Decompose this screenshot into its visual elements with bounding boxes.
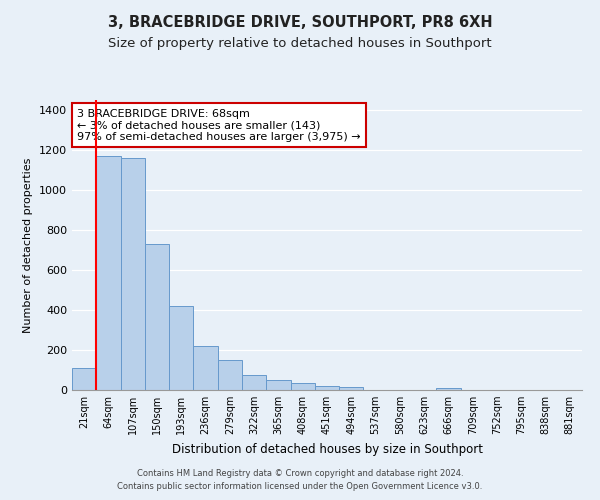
Text: 3 BRACEBRIDGE DRIVE: 68sqm
← 3% of detached houses are smaller (143)
97% of semi: 3 BRACEBRIDGE DRIVE: 68sqm ← 3% of detac…	[77, 108, 361, 142]
Bar	[72, 368, 96, 390]
Bar	[339, 387, 364, 390]
Text: Contains HM Land Registry data © Crown copyright and database right 2024.: Contains HM Land Registry data © Crown c…	[137, 468, 463, 477]
Bar	[315, 386, 339, 390]
Bar	[193, 346, 218, 390]
Bar	[169, 306, 193, 390]
Bar	[242, 375, 266, 390]
Bar	[145, 244, 169, 390]
Text: Contains public sector information licensed under the Open Government Licence v3: Contains public sector information licen…	[118, 482, 482, 491]
Y-axis label: Number of detached properties: Number of detached properties	[23, 158, 34, 332]
Bar	[436, 388, 461, 390]
Bar	[266, 380, 290, 390]
Bar	[96, 156, 121, 390]
Bar	[121, 158, 145, 390]
Text: 3, BRACEBRIDGE DRIVE, SOUTHPORT, PR8 6XH: 3, BRACEBRIDGE DRIVE, SOUTHPORT, PR8 6XH	[107, 15, 493, 30]
X-axis label: Distribution of detached houses by size in Southport: Distribution of detached houses by size …	[172, 442, 482, 456]
Bar	[290, 383, 315, 390]
Text: Size of property relative to detached houses in Southport: Size of property relative to detached ho…	[108, 38, 492, 51]
Bar	[218, 360, 242, 390]
